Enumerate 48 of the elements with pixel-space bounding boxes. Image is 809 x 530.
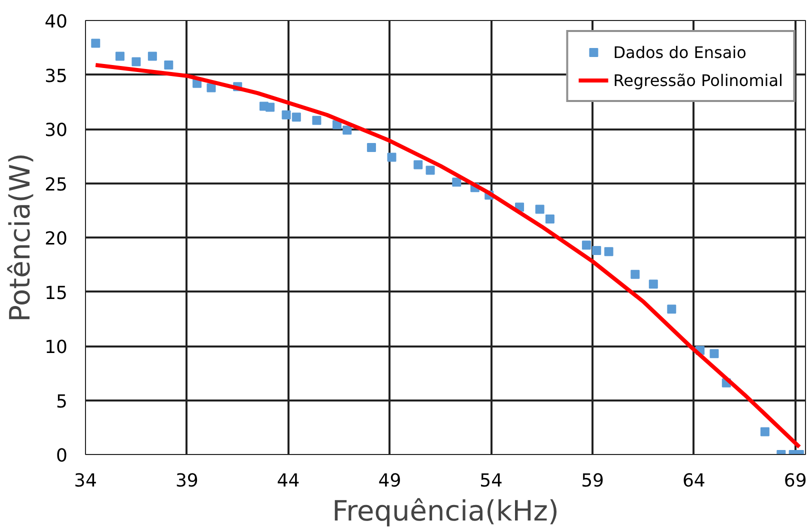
y-tick-label: 0	[56, 446, 68, 466]
point	[545, 214, 554, 224]
point	[426, 166, 435, 175]
point	[760, 427, 770, 436]
point	[452, 178, 462, 187]
y-tick-label: 20	[44, 228, 68, 250]
x-tick-label: 39	[175, 470, 198, 492]
x-tick-label: 44	[276, 470, 300, 492]
point	[91, 38, 100, 48]
x-axis-title: Frequência(kHz)	[332, 494, 559, 528]
point	[292, 112, 301, 122]
x-tick-label: 59	[581, 470, 604, 492]
point	[630, 270, 640, 279]
y-axis-title: Potência(W)	[4, 153, 37, 322]
point	[414, 160, 423, 170]
point	[132, 57, 141, 66]
y-tick-label: 15	[44, 282, 68, 304]
x-tick-label: 69	[784, 470, 807, 492]
point	[604, 247, 614, 256]
point	[342, 126, 352, 135]
x-tick-label: 49	[378, 470, 402, 492]
y-tick-label: 30	[44, 120, 68, 141]
point	[582, 240, 591, 250]
point	[115, 52, 124, 61]
y-tick-label: 10	[44, 337, 68, 358]
point	[710, 349, 719, 358]
point	[592, 246, 602, 256]
y-tick-label: 40	[44, 12, 68, 32]
point	[535, 204, 544, 214]
legend-label: Dados do Ensaio	[613, 42, 746, 62]
x-tick-label: 64	[682, 470, 706, 492]
x-tick-label: 54	[480, 470, 503, 492]
line-series	[94, 62, 802, 449]
point	[648, 280, 658, 289]
point	[206, 83, 216, 92]
point	[266, 102, 275, 112]
y-tick-label: 25	[44, 174, 68, 196]
point	[164, 60, 174, 70]
x-tick-label: 34	[74, 470, 97, 492]
point	[366, 142, 376, 152]
legend-label: Regressão Polinomial	[613, 70, 783, 90]
point	[148, 52, 157, 61]
point	[312, 116, 322, 125]
point	[282, 110, 291, 120]
point	[667, 304, 676, 314]
y-tick-label: 35	[44, 66, 68, 87]
point	[387, 152, 396, 162]
y-tick-label: 5	[56, 391, 68, 412]
